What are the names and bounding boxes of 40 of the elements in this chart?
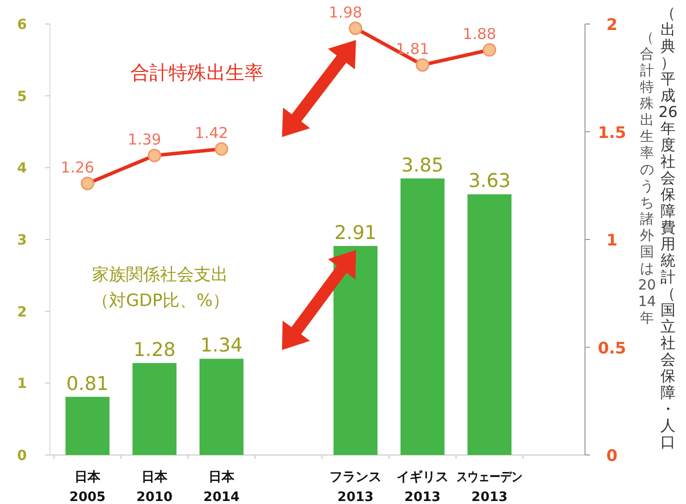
bar xyxy=(200,358,244,455)
y2-tick-label: 0 xyxy=(606,446,618,465)
y2-tick-label: 0.5 xyxy=(598,338,626,358)
x-tick-label: イギリス 2013 xyxy=(396,470,448,504)
y-tick-label: 5 xyxy=(17,88,27,105)
bar xyxy=(66,396,110,455)
annotation: （合計特殊出生率のうち諸外国は2014年 xyxy=(638,30,656,326)
y2-tick-label: 2 xyxy=(606,15,618,34)
bar xyxy=(132,363,176,455)
data-label: 1.34 xyxy=(200,334,243,357)
annotation: 家族関係社会支出 xyxy=(92,265,228,285)
y-tick-label: 6 xyxy=(17,17,27,33)
data-label: 1.98 xyxy=(328,3,362,22)
data-label: 0.81 xyxy=(66,372,109,395)
y2-tick-label: 1 xyxy=(606,230,618,250)
y-tick-label: 2 xyxy=(17,304,27,320)
bar xyxy=(400,178,444,455)
data-label: 1.81 xyxy=(396,40,430,58)
y-tick-label: 4 xyxy=(17,160,28,177)
bar xyxy=(468,194,512,455)
data-label: 1.88 xyxy=(462,24,496,43)
y-tick-label: 3 xyxy=(17,232,27,248)
annotation: （出典）平成26年度社会保障費用統計（国立社会保障・人口 xyxy=(658,4,678,451)
data-label: 1.39 xyxy=(128,130,162,148)
annotation: （対GDP比、%） xyxy=(92,291,230,311)
x-tick-label: 日本 2005 xyxy=(69,470,106,504)
x-tick-label: 日本 2014 xyxy=(203,470,240,504)
x-tick-label: 日本 2010 xyxy=(136,470,173,504)
data-label: 1.42 xyxy=(194,124,228,142)
data-label: 1.28 xyxy=(133,339,176,362)
data-label: 2.91 xyxy=(334,222,377,244)
annotation: 合計特殊出生率 xyxy=(130,62,264,84)
x-tick-label: スウェーデン 2013 xyxy=(456,470,534,504)
x-tick-label: フランス 2013 xyxy=(330,470,382,504)
data-label: 3.63 xyxy=(468,170,511,192)
data-label: 3.85 xyxy=(401,154,444,176)
y-tick-label: 0 xyxy=(17,448,28,464)
y-tick-label: 1 xyxy=(17,376,27,392)
data-label: 1.26 xyxy=(60,158,94,176)
y2-tick-label: 1.5 xyxy=(598,122,626,142)
